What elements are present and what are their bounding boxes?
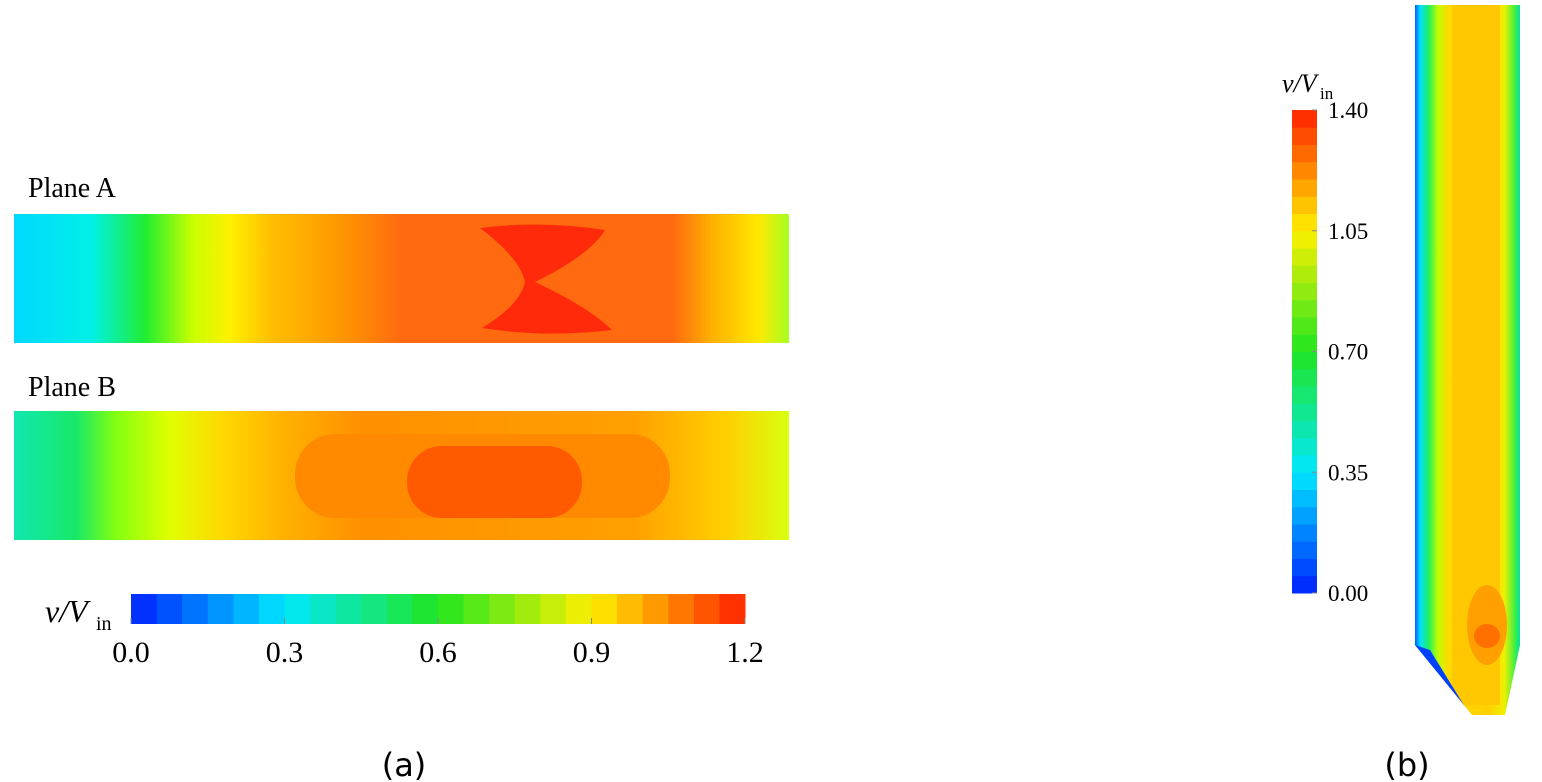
colorbar-swatch [463,594,490,624]
contour-core [480,224,612,334]
colorbar-swatch [156,594,183,624]
colorbar-swatch [1292,265,1317,283]
colorbar-swatch [335,594,362,624]
colorbar-swatch [1292,144,1317,163]
colorbar-swatch [1292,524,1317,542]
colorbar-swatch [565,594,592,624]
plane-label: Plane A [28,173,117,204]
tick-label: 1.05 [1328,219,1368,244]
colorbar-swatch [386,594,413,624]
colorbar-swatch [1292,179,1317,197]
colorbar-swatch [1292,420,1317,439]
colorbar-swatch [668,594,695,624]
colorbar-swatch [1292,351,1317,370]
colorbar-swatch [1292,299,1317,318]
colorbar-swatch [1292,110,1317,128]
colorbar-swatch [438,594,465,624]
colorbar-swatch [1292,213,1317,232]
colorbar-swatch [182,594,209,624]
colorbar-label: v/V [1282,69,1320,98]
colorbar-swatch [1292,334,1317,352]
colorbar-swatch [1292,196,1317,214]
colorbar-swatch [1292,317,1317,335]
colorbar-swatch [233,594,260,624]
colorbar-a: v/V in 0.0 0.3 0.6 0.9 1.2 [45,593,764,669]
colorbar-swatch [693,594,720,624]
colorbar-swatch [1292,230,1317,249]
colorbar-swatch [284,594,311,624]
colorbar-swatch [1292,506,1317,525]
colorbar-b: v/V in 0.00 0.35 0.70 1.05 1.40 [1282,69,1368,606]
contour-core [1474,624,1500,648]
colorbar-swatch [1292,282,1317,301]
colorbar-label: v/V [45,593,91,629]
colorbar-swatch [591,594,618,624]
tick-label: 1.40 [1328,98,1368,123]
plane-b: Plane B [14,372,789,540]
colorbar-swatch [1292,127,1317,145]
colorbar-swatch [1292,368,1317,387]
tick-label: 0.3 [266,636,304,669]
colorbar-swatch [1292,558,1317,577]
colorbar-swatch [207,594,234,624]
colorbar-swatch [412,594,439,624]
colorbar-swatch [1292,455,1317,473]
plane-label: Plane B [28,372,116,403]
caption: (b) [1384,746,1429,782]
contour-field [14,214,789,343]
colorbar-swatch [1292,472,1317,490]
colorbar-swatch [540,594,567,624]
caption: (a) [382,746,427,782]
tick-label: 0.00 [1328,581,1368,606]
colorbar-swatch [1292,541,1317,559]
colorbar-swatch [1292,386,1317,404]
tick-label: 0.6 [419,636,457,669]
colorbar-swatch [514,594,541,624]
contour-core [407,446,582,518]
tick-label: 0.70 [1328,340,1368,365]
colorbar-swatch [131,594,158,624]
tick-label: 0.0 [112,636,150,669]
colorbar-swatch [642,594,669,624]
tick-label: 1.2 [726,636,764,669]
colorbar-swatch [489,594,516,624]
colorbar-swatch [361,594,388,624]
tick-label: 0.35 [1328,460,1368,485]
colorbar-swatch [1292,437,1317,456]
plane-a: Plane A [14,173,789,343]
colorbar-swatch [1292,403,1317,421]
colorbar-swatch [1292,161,1317,180]
colorbar-label-sub: in [1320,84,1334,103]
colorbar-swatch [1292,575,1317,594]
tick-label: 0.9 [573,636,611,669]
colorbar-swatch [1292,489,1317,508]
colorbar-swatch [719,594,746,624]
channel [1415,5,1520,715]
colorbar-swatch [1292,248,1317,266]
colorbar-swatch [258,594,285,624]
colorbar-swatch [617,594,644,624]
colorbar-label-sub: in [96,613,112,635]
colorbar-swatch [310,594,337,624]
